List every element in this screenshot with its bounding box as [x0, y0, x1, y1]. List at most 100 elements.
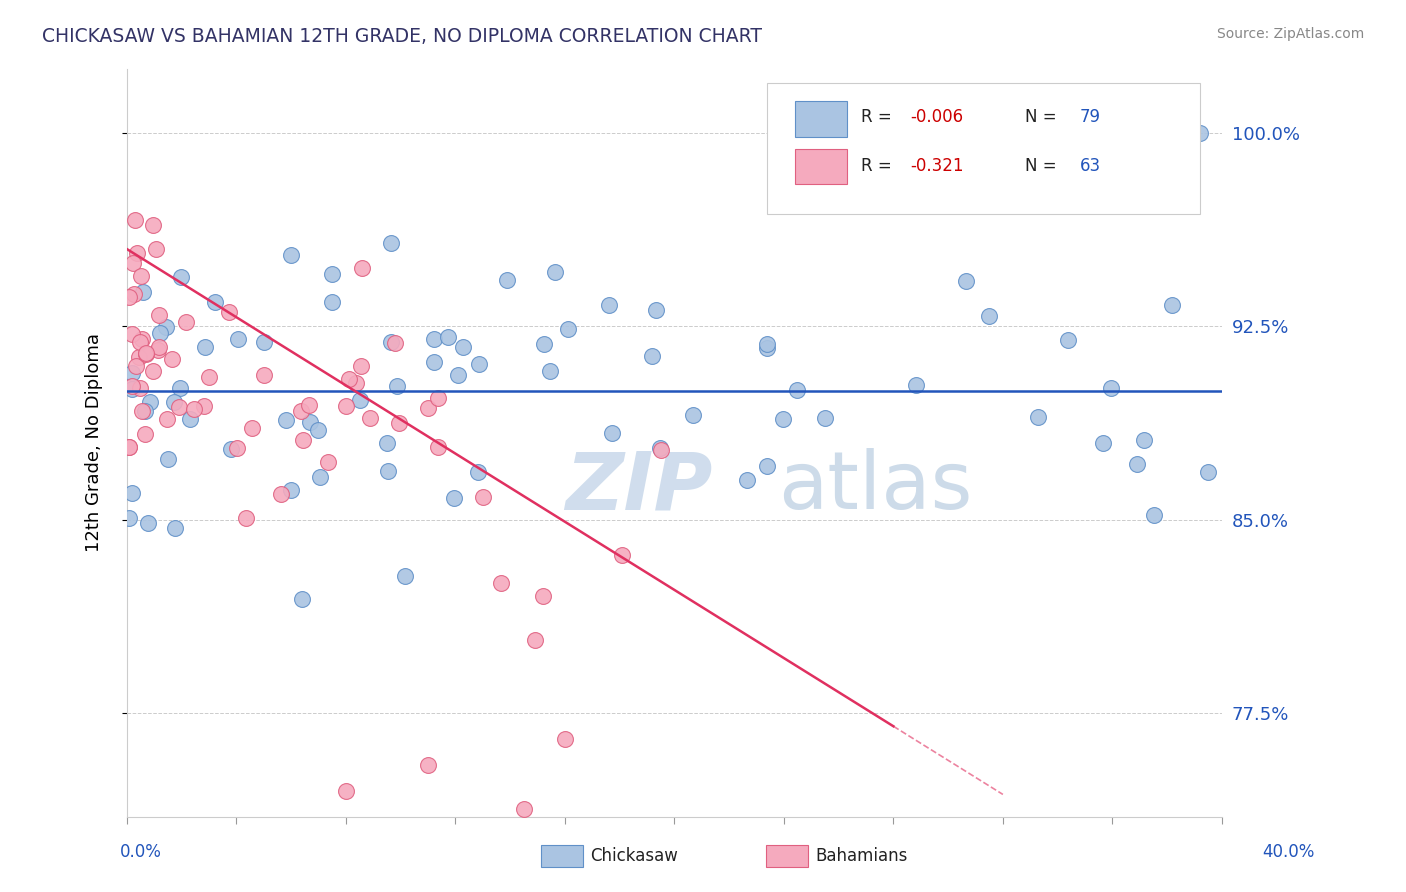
Point	[531, 589, 554, 603]
Point	[359, 411, 381, 425]
Point	[349, 392, 371, 407]
Point	[436, 330, 458, 344]
Point	[496, 273, 519, 287]
Point	[1188, 126, 1211, 140]
Point	[280, 248, 302, 262]
Point	[136, 516, 159, 530]
Point	[160, 352, 183, 367]
Point	[157, 451, 180, 466]
Point	[280, 483, 302, 497]
Point	[451, 340, 474, 354]
Point	[121, 382, 143, 396]
Point	[149, 326, 172, 340]
Point	[117, 511, 139, 525]
Point	[219, 442, 242, 457]
Point	[132, 285, 155, 299]
Point	[682, 409, 704, 423]
Point	[388, 416, 411, 430]
Point	[1143, 508, 1166, 523]
Text: -0.006: -0.006	[910, 108, 963, 126]
Point	[468, 357, 491, 371]
Point	[1028, 409, 1050, 424]
Point	[128, 335, 150, 350]
Point	[218, 305, 240, 319]
Point	[235, 510, 257, 524]
Point	[427, 440, 450, 454]
Point	[380, 235, 402, 250]
Point	[163, 395, 186, 409]
Point	[198, 370, 221, 384]
Text: Chickasaw: Chickasaw	[591, 847, 678, 865]
Point	[124, 287, 146, 301]
Point	[128, 351, 150, 365]
Point	[352, 261, 374, 276]
Point	[755, 458, 778, 473]
Text: Source: ZipAtlas.com: Source: ZipAtlas.com	[1216, 27, 1364, 41]
Text: atlas: atlas	[779, 449, 973, 526]
Text: 0.0%: 0.0%	[120, 843, 162, 861]
Point	[648, 441, 671, 455]
Point	[155, 319, 177, 334]
Point	[1197, 466, 1219, 480]
Point	[228, 332, 250, 346]
Point	[467, 465, 489, 479]
Point	[274, 413, 297, 427]
Point	[557, 322, 579, 336]
Point	[129, 381, 152, 395]
Point	[384, 336, 406, 351]
Text: -0.321: -0.321	[910, 157, 963, 175]
Point	[513, 802, 536, 816]
Point	[125, 359, 148, 373]
Text: N =: N =	[1025, 108, 1062, 126]
Point	[641, 349, 664, 363]
Point	[538, 364, 561, 378]
Point	[290, 404, 312, 418]
Point	[121, 378, 143, 392]
Point	[125, 245, 148, 260]
Point	[554, 732, 576, 747]
Point	[134, 427, 156, 442]
Point	[193, 399, 215, 413]
Point	[385, 379, 408, 393]
Point	[225, 441, 247, 455]
Point	[321, 294, 343, 309]
FancyBboxPatch shape	[768, 84, 1199, 214]
Point	[786, 383, 808, 397]
Point	[491, 575, 513, 590]
Point	[174, 314, 197, 328]
Point	[156, 412, 179, 426]
Point	[307, 423, 329, 437]
Point	[375, 435, 398, 450]
Point	[121, 486, 143, 500]
Point	[270, 487, 292, 501]
Point	[299, 415, 322, 429]
Point	[131, 333, 153, 347]
Point	[146, 343, 169, 358]
Point	[380, 335, 402, 350]
Point	[423, 332, 446, 346]
Point	[426, 391, 449, 405]
Point	[291, 592, 314, 607]
Point	[124, 213, 146, 227]
Point	[598, 298, 620, 312]
Point	[117, 441, 139, 455]
Point	[170, 269, 193, 284]
Point	[337, 372, 360, 386]
Point	[139, 394, 162, 409]
Point	[418, 401, 440, 415]
Bar	[794, 149, 848, 185]
Point	[600, 426, 623, 441]
Point	[148, 308, 170, 322]
Point	[118, 291, 141, 305]
Point	[131, 404, 153, 418]
Point	[416, 758, 439, 772]
Point	[955, 274, 977, 288]
Y-axis label: 12th Grade, No Diploma: 12th Grade, No Diploma	[86, 333, 103, 552]
Point	[447, 368, 470, 383]
Point	[443, 491, 465, 506]
Point	[145, 242, 167, 256]
Text: 63: 63	[1080, 157, 1101, 175]
Point	[533, 337, 555, 351]
Text: CHICKASAW VS BAHAMIAN 12TH GRADE, NO DIPLOMA CORRELATION CHART: CHICKASAW VS BAHAMIAN 12TH GRADE, NO DIP…	[42, 27, 762, 45]
Point	[179, 412, 201, 426]
